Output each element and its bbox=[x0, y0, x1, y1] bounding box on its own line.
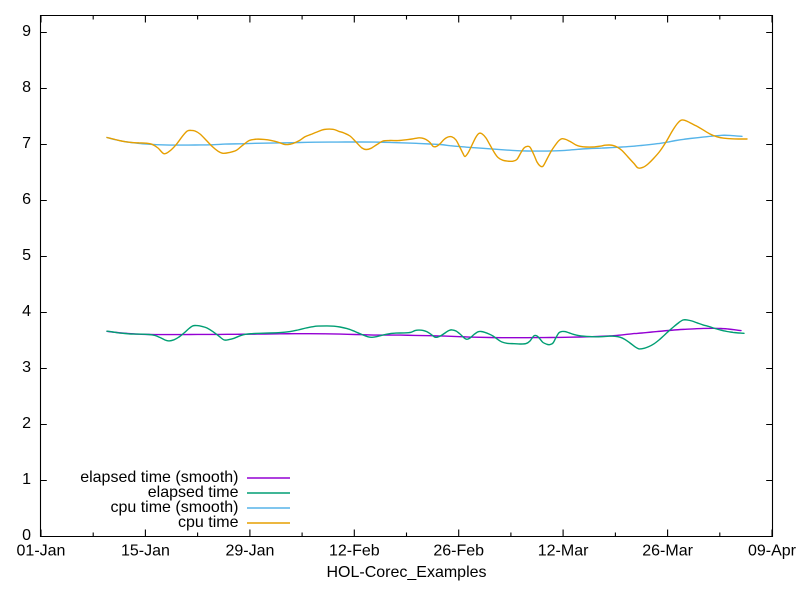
svg-text:12-Mar: 12-Mar bbox=[538, 543, 589, 560]
svg-text:cpu time (smooth): cpu time (smooth) bbox=[110, 499, 238, 516]
svg-text:7: 7 bbox=[22, 135, 31, 152]
svg-text:2: 2 bbox=[22, 415, 31, 432]
svg-text:0: 0 bbox=[22, 527, 31, 544]
svg-text:4: 4 bbox=[22, 303, 31, 320]
svg-text:1: 1 bbox=[22, 471, 31, 488]
svg-text:26-Mar: 26-Mar bbox=[642, 543, 693, 560]
svg-text:6: 6 bbox=[22, 191, 31, 208]
svg-text:5: 5 bbox=[22, 247, 31, 264]
svg-text:29-Jan: 29-Jan bbox=[225, 543, 274, 560]
svg-text:elapsed time: elapsed time bbox=[148, 484, 239, 501]
svg-text:HOL-Corec_Examples: HOL-Corec_Examples bbox=[326, 564, 486, 581]
svg-text:8: 8 bbox=[22, 79, 31, 96]
svg-text:15-Jan: 15-Jan bbox=[121, 543, 170, 560]
svg-text:elapsed time (smooth): elapsed time (smooth) bbox=[80, 469, 238, 486]
svg-text:cpu time: cpu time bbox=[178, 514, 239, 531]
svg-text:9: 9 bbox=[22, 23, 31, 40]
svg-text:12-Feb: 12-Feb bbox=[329, 543, 380, 560]
svg-text:09-Apr: 09-Apr bbox=[748, 543, 797, 560]
svg-text:01-Jan: 01-Jan bbox=[17, 543, 66, 560]
svg-text:3: 3 bbox=[22, 359, 31, 376]
svg-text:26-Feb: 26-Feb bbox=[433, 543, 484, 560]
